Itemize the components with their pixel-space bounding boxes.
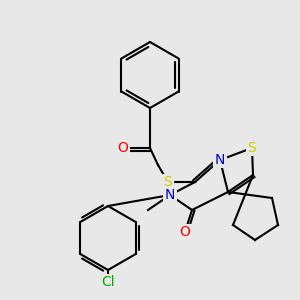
Text: Cl: Cl [101, 275, 115, 289]
Text: S: S [164, 175, 172, 189]
Text: O: O [180, 225, 190, 239]
Text: N: N [165, 188, 175, 202]
Text: N: N [215, 153, 225, 167]
Text: S: S [248, 141, 256, 155]
Text: O: O [118, 141, 128, 155]
